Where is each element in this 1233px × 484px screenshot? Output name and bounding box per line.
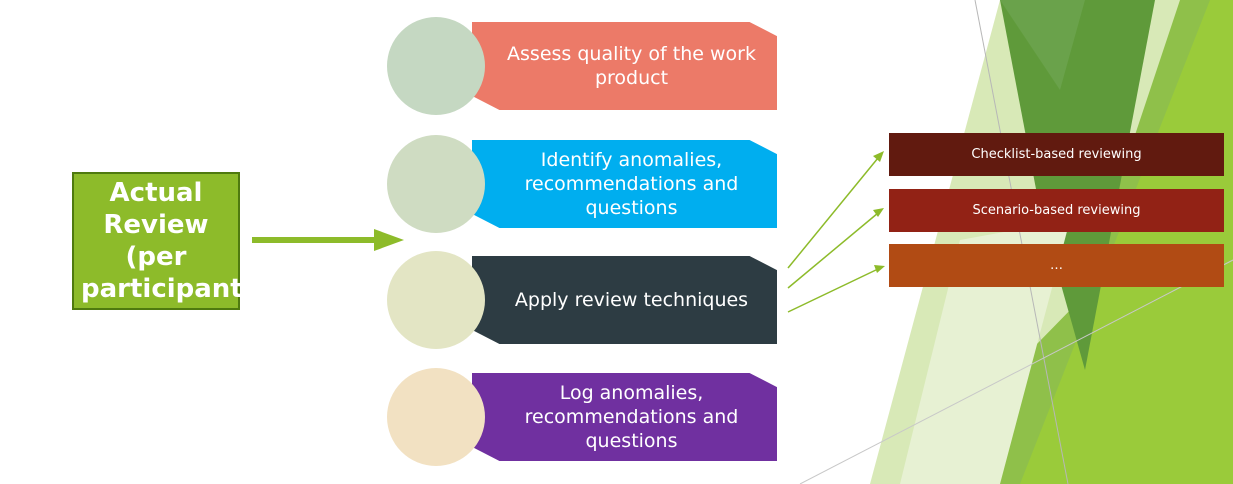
step-identify-anomalies: Identify anomalies, recommendations and … (472, 140, 777, 228)
step-circle (387, 251, 485, 349)
step-label: Log anomalies, recommendations and quest… (524, 382, 739, 452)
technique-label: Checklist-based reviewing (971, 147, 1142, 162)
actual-review-box: Actual Review (per participant) (72, 172, 255, 310)
deco-dark-triangle (1000, 0, 1155, 370)
step-assess-quality: Assess quality of the work product (472, 22, 777, 110)
step-log-anomalies: Log anomalies, recommendations and quest… (472, 373, 777, 461)
technique-scenario: Scenario-based reviewing (889, 189, 1224, 232)
actual-review-label: Actual Review (per participant) (81, 178, 255, 304)
step-apply-techniques: Apply review techniques (472, 256, 777, 344)
step-label: Identify anomalies, recommendations and … (524, 149, 739, 219)
technique-label: Scenario-based reviewing (972, 203, 1141, 218)
deco-line-1 (974, 0, 1069, 484)
step-circle (387, 368, 485, 466)
step-circle (387, 135, 485, 233)
step-label: Apply review techniques (514, 289, 749, 311)
step-label: Assess quality of the work product (507, 43, 756, 89)
step-circle (387, 17, 485, 115)
technique-label: … (1050, 258, 1063, 273)
technique-checklist: Checklist-based reviewing (889, 133, 1224, 176)
deco-bright-triangle (1020, 0, 1233, 484)
technique-more: … (889, 244, 1224, 287)
deco-line-2 (799, 259, 1233, 484)
deco-top-strip (1000, 0, 1085, 90)
